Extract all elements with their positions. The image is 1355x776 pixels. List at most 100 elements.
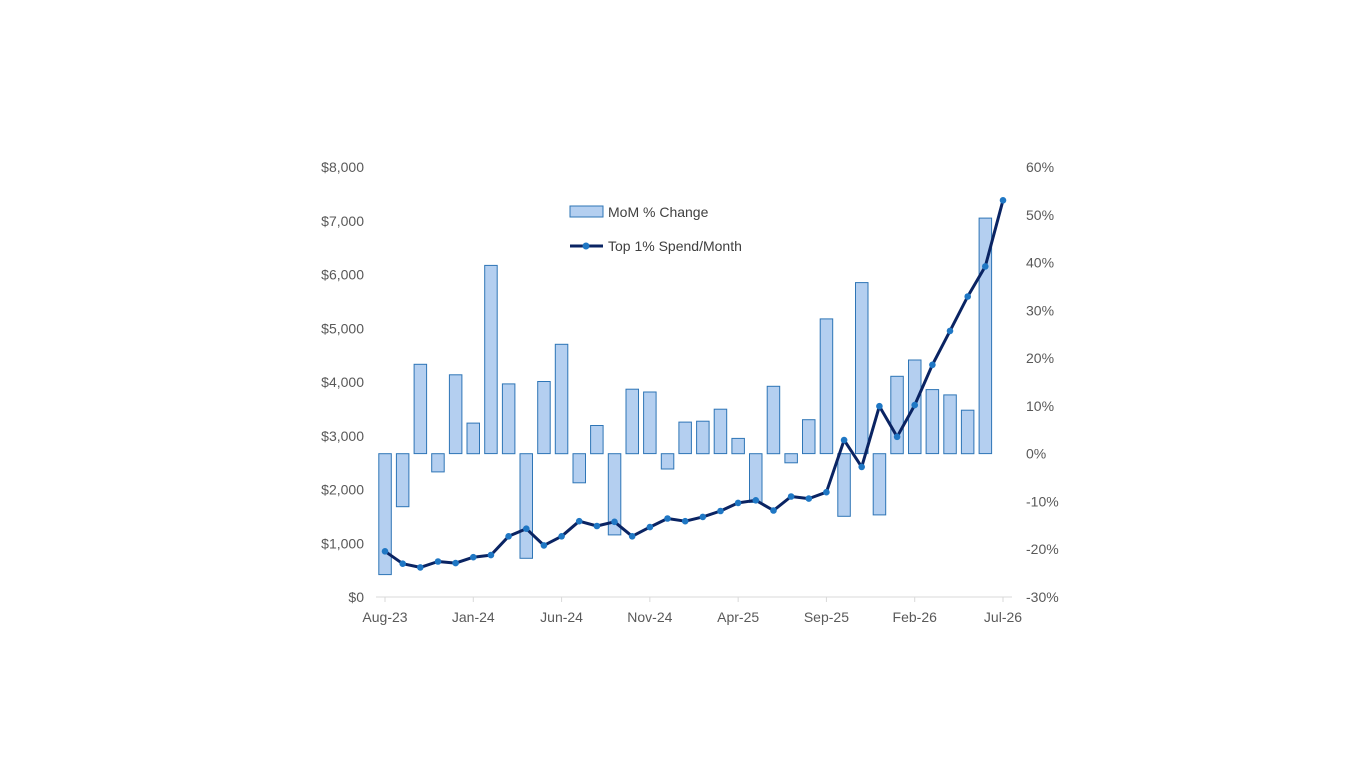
bar-Mar-26 — [925, 389, 940, 455]
point-Jul-24 — [575, 517, 583, 525]
bar-Sep-24 — [607, 453, 622, 536]
bar-Oct-24 — [625, 388, 639, 455]
bar-Apr-26 — [943, 394, 957, 455]
legend-swatch-bar — [569, 205, 604, 218]
bar-Apr-25 — [731, 437, 745, 455]
point-Oct-24 — [628, 533, 636, 540]
y-right-tick-label: -20% — [1026, 541, 1059, 557]
x-tick-label-Sep-25: Sep-25 — [804, 609, 849, 625]
y-left-tick-label: $2,000 — [321, 482, 364, 498]
point-Jun-24 — [558, 533, 565, 540]
x-tick-label-Feb-26: Feb-26 — [893, 609, 938, 625]
bar-Oct-23 — [413, 363, 428, 455]
point-Jan-26 — [893, 433, 901, 441]
bar-Jul-24 — [572, 453, 586, 484]
point-May-26 — [964, 293, 971, 300]
y-right-tick-label: 40% — [1026, 255, 1054, 271]
bar-May-24 — [537, 381, 551, 455]
y-left-tick-label: $7,000 — [321, 213, 364, 229]
point-Aug-25 — [805, 495, 813, 502]
point-Apr-24 — [523, 525, 530, 532]
point-Jan-24 — [470, 553, 477, 561]
point-Mar-25 — [717, 507, 724, 515]
point-Dec-24 — [664, 515, 671, 522]
x-tick-label-Jan-24: Jan-24 — [452, 609, 495, 625]
point-Nov-24 — [646, 523, 654, 531]
legend-label-line: Top 1% Spend/Month — [608, 238, 742, 254]
y-right-tick-label: -10% — [1026, 493, 1059, 509]
point-Dec-23 — [452, 559, 459, 567]
bar-May-26 — [960, 409, 975, 455]
point-May-25 — [752, 497, 760, 504]
x-tick-label-Jun-24: Jun-24 — [540, 609, 583, 625]
y-left-tick-label: $6,000 — [321, 267, 364, 283]
bar-Nov-23 — [431, 453, 445, 473]
point-Sep-23 — [399, 560, 407, 567]
bars-layer — [378, 217, 993, 576]
point-Oct-23 — [417, 564, 424, 571]
y-right-tick-label: 0% — [1026, 446, 1046, 462]
y-left-tick-label: $1,000 — [321, 535, 364, 551]
y-right-tick-label: 50% — [1026, 207, 1054, 223]
bar-Jan-24 — [466, 422, 480, 455]
bar-Nov-25 — [855, 282, 869, 455]
bar-Sep-25 — [819, 318, 834, 455]
point-Jul-26 — [999, 197, 1007, 204]
y-right-tick-label: 20% — [1026, 350, 1054, 366]
point-Feb-25 — [699, 513, 707, 521]
point-Mar-24 — [505, 533, 512, 540]
axes-layer: Aug-23 Jan-24 Jun-24 Nov-24 Apr-25 Sep-25 Feb-… — [321, 159, 1059, 625]
bar-Nov-24 — [643, 391, 657, 455]
point-Apr-25 — [734, 499, 742, 507]
bar-Aug-24 — [590, 425, 604, 455]
bar-Mar-25 — [713, 408, 728, 455]
bar-Jan-26 — [890, 375, 904, 455]
point-Feb-24 — [487, 551, 495, 559]
bar-Jan-25 — [678, 421, 692, 455]
x-tick-label-Apr-25: Apr-25 — [717, 609, 759, 625]
point-Jul-25 — [787, 493, 795, 500]
x-tick-label-Nov-24: Nov-24 — [627, 609, 672, 625]
bar-Jul-25 — [784, 453, 798, 464]
legend-swatch-marker — [582, 242, 590, 250]
point-Sep-24 — [611, 518, 618, 526]
legend-label-bar: MoM % Change — [608, 204, 709, 220]
point-Oct-25 — [840, 436, 848, 444]
x-tick-label-Jul-26: Jul-26 — [984, 609, 1022, 625]
y-left-tick-label: $3,000 — [321, 428, 364, 444]
point-Jan-25 — [681, 517, 689, 525]
bar-Dec-23 — [448, 374, 463, 455]
point-Mar-26 — [929, 361, 936, 369]
bar-Dec-24 — [660, 453, 675, 470]
line-layer — [381, 197, 1007, 571]
bar-Jun-25 — [766, 385, 781, 455]
x-tick-label-Aug-23: Aug-23 — [362, 609, 407, 625]
point-Aug-23 — [381, 548, 389, 555]
point-May-24 — [540, 542, 548, 549]
point-Aug-24 — [593, 522, 601, 530]
bar-Feb-25 — [696, 420, 710, 455]
point-Dec-25 — [876, 402, 883, 410]
bar-Feb-24 — [484, 264, 498, 455]
bar-Jun-24 — [554, 343, 569, 455]
bar-Dec-25 — [872, 453, 887, 516]
y-left-tick-label: $5,000 — [321, 320, 364, 336]
y-left-tick-label: $0 — [348, 589, 364, 605]
y-right-tick-label: 60% — [1026, 159, 1054, 175]
bar-Mar-24 — [501, 383, 516, 455]
bar-Oct-25 — [837, 453, 851, 517]
bar-Apr-24 — [519, 453, 533, 559]
y-left-tick-label: $8,000 — [321, 159, 364, 175]
point-Jun-25 — [770, 507, 777, 514]
bar-May-25 — [749, 453, 763, 503]
point-Nov-23 — [434, 558, 442, 565]
bar-Aug-23 — [378, 453, 392, 576]
point-Feb-26 — [911, 401, 918, 409]
point-Nov-25 — [858, 463, 865, 471]
y-left-tick-label: $4,000 — [321, 374, 364, 390]
y-right-tick-label: 10% — [1026, 398, 1054, 414]
bar-Jun-26 — [978, 217, 993, 455]
bar-Sep-23 — [395, 453, 410, 508]
